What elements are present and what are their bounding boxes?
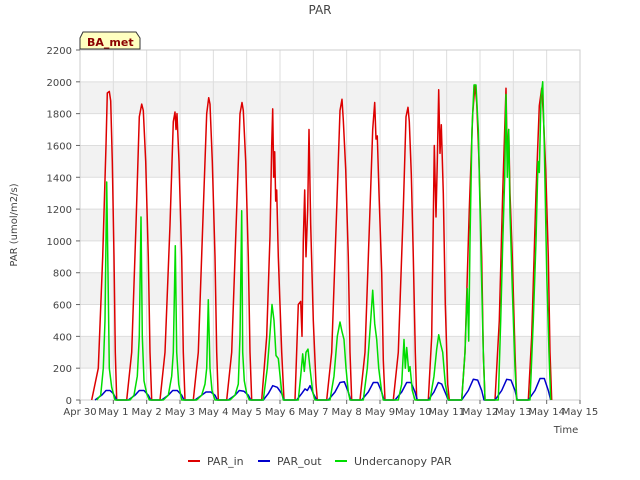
x-tick-label: May 5 bbox=[232, 407, 262, 418]
x-tick-label: May 9 bbox=[365, 407, 395, 418]
x-axis-label: Time bbox=[553, 425, 578, 436]
x-tick-label: May 3 bbox=[165, 407, 195, 418]
site-badge-box bbox=[79, 31, 141, 50]
y-tick-label: 1600 bbox=[47, 141, 72, 152]
y-tick-label: 1800 bbox=[47, 110, 72, 121]
x-tick-label: May 2 bbox=[132, 407, 162, 418]
y-tick-label: 400 bbox=[53, 332, 72, 343]
x-tick-label: May 1 bbox=[98, 407, 128, 418]
x-tick-label: May 12 bbox=[462, 407, 499, 418]
x-tick-label: Apr 30 bbox=[63, 407, 96, 418]
legend-label-undercanopy-par: Undercanopy PAR bbox=[354, 455, 452, 468]
background-band bbox=[80, 209, 580, 241]
y-tick-label: 2200 bbox=[47, 46, 72, 57]
background-band bbox=[80, 272, 580, 305]
background-band bbox=[80, 145, 580, 178]
series-line-undercanopy-par bbox=[96, 81, 552, 401]
x-tick-label: May 14 bbox=[528, 407, 565, 418]
x-tick-label: May 4 bbox=[198, 407, 228, 418]
site-badge: BA_met bbox=[79, 31, 141, 50]
x-axis-ticks: Apr 30 May 1 May 2 May 3 May 4 May 5 May 6 May … bbox=[63, 400, 598, 418]
chart-title: PAR bbox=[308, 3, 331, 17]
y-axis-label: PAR (umol/m2/s) bbox=[9, 183, 20, 266]
x-tick-label: May 11 bbox=[428, 407, 465, 418]
legend-label-par-in: PAR_in bbox=[207, 455, 244, 468]
series-layer bbox=[90, 81, 553, 401]
y-tick-label: 600 bbox=[53, 301, 72, 312]
x-tick-label: May 15 bbox=[562, 407, 599, 418]
y-tick-label: 1400 bbox=[47, 173, 72, 184]
series-line-par-out bbox=[94, 377, 552, 401]
background-band bbox=[80, 81, 580, 114]
y-tick-label: 0 bbox=[66, 396, 72, 407]
y-axis-ticks: 0 200 400 600 800 1000 1200 1400 1600 1800 2000 220… bbox=[47, 46, 80, 407]
y-tick-label: 1000 bbox=[47, 237, 72, 248]
y-tick-label: 200 bbox=[53, 364, 72, 375]
legend: PAR_in PAR_out Undercanopy PAR bbox=[188, 455, 452, 468]
x-tick-label: May 7 bbox=[298, 407, 328, 418]
x-tick-label: May 8 bbox=[332, 407, 362, 418]
y-tick-label: 2000 bbox=[47, 78, 72, 89]
legend-label-par-out: PAR_out bbox=[277, 455, 322, 468]
x-tick-label: May 6 bbox=[265, 407, 295, 418]
x-tick-label: May 13 bbox=[495, 407, 532, 418]
site-badge-label: BA_met bbox=[87, 36, 134, 49]
x-tick-label: May 10 bbox=[395, 407, 432, 418]
y-tick-label: 800 bbox=[53, 269, 72, 280]
plot-background bbox=[79, 49, 581, 401]
y-tick-label: 1200 bbox=[47, 205, 72, 216]
